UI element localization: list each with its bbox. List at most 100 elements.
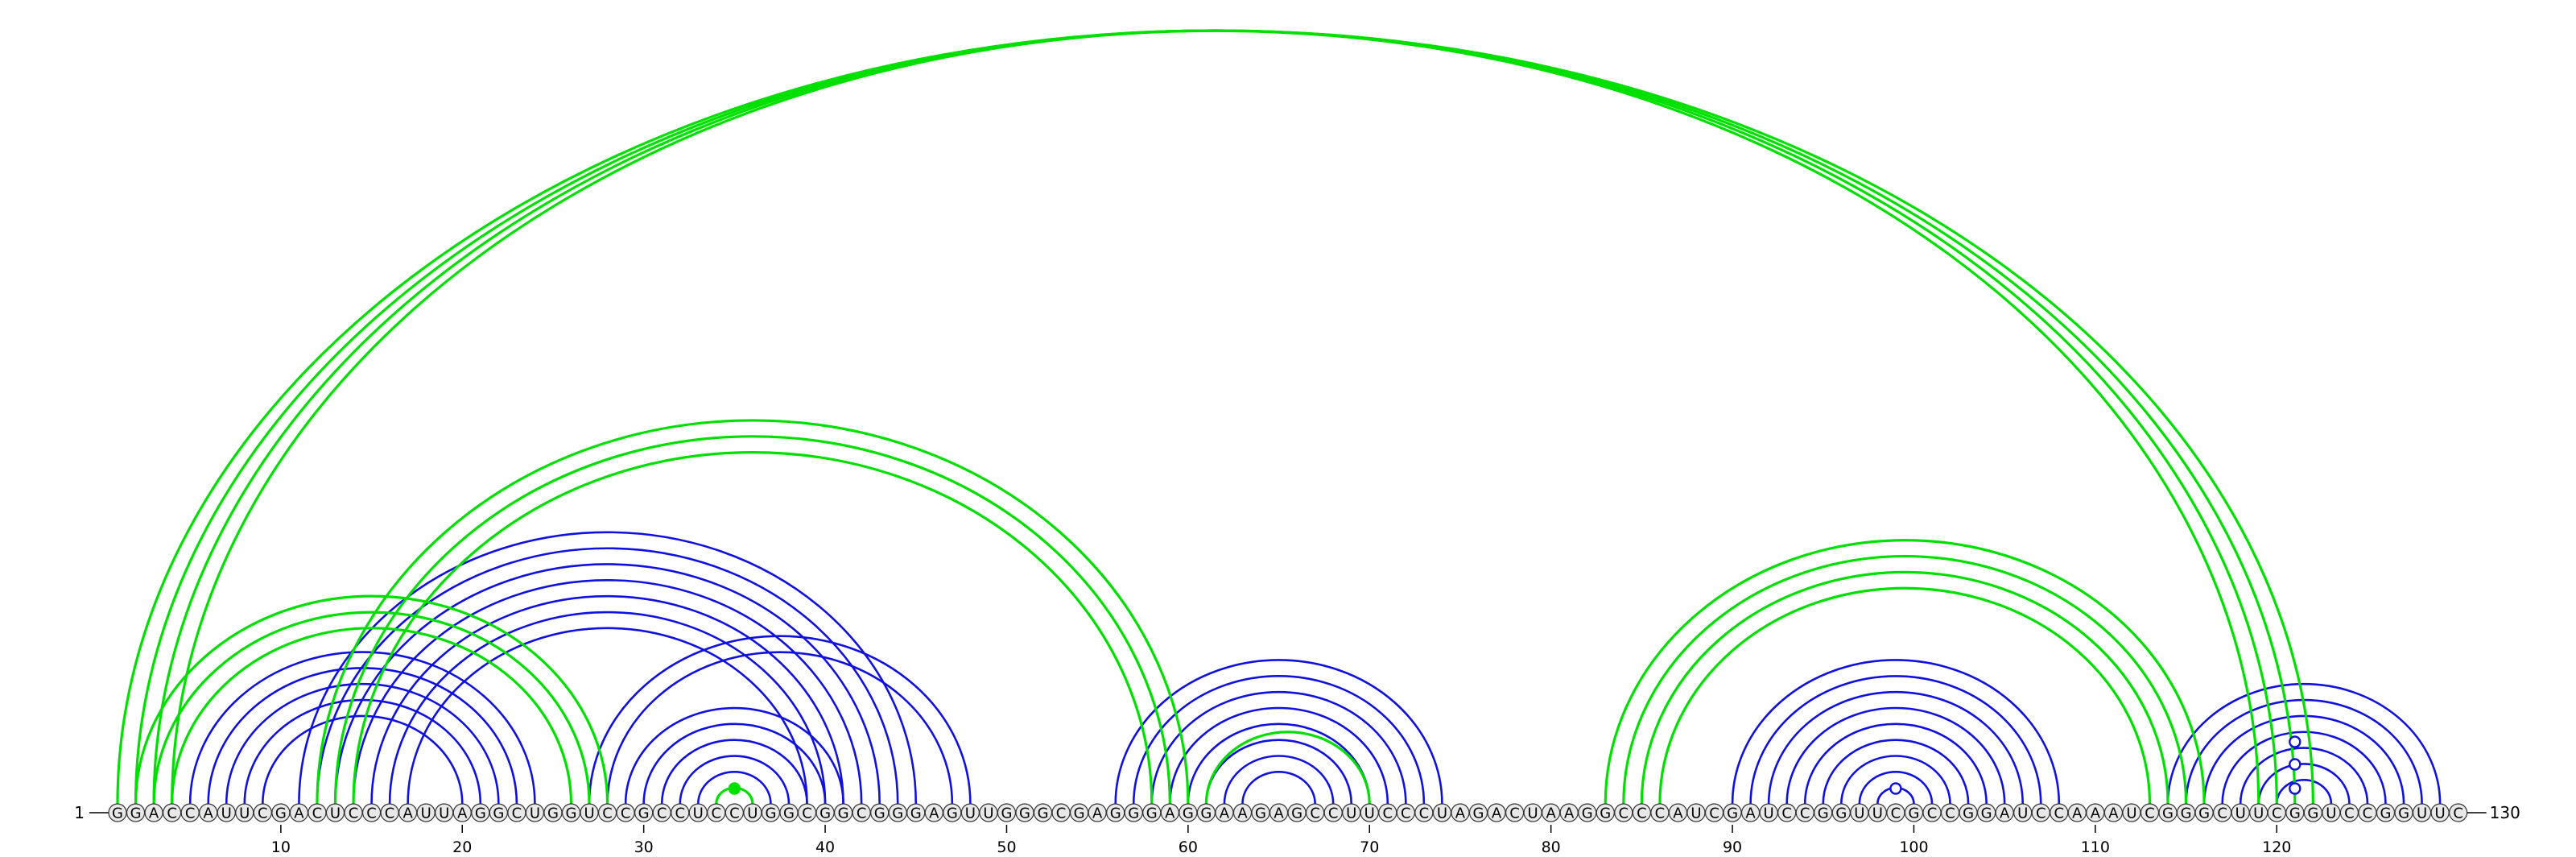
nucleotide: G (888, 803, 907, 822)
nucleotide-letter: C (258, 805, 268, 822)
nucleotide-letter: G (275, 805, 287, 822)
nucleotide-letter: G (493, 805, 504, 822)
nucleotide: C (1505, 803, 1525, 822)
nucleotide-letter: G (910, 805, 922, 822)
tick-label: 50 (997, 838, 1016, 856)
nucleotide: A (1088, 803, 1107, 822)
base-pair-arc-blue (1785, 706, 2006, 805)
base-pair-arc-blue (2239, 747, 2369, 805)
nucleotide: U (1868, 803, 1887, 822)
nucleotide: A (1487, 803, 1506, 822)
nucleotide: A (289, 803, 308, 822)
nucleotide: A (1559, 803, 1579, 822)
nucleotide: U (1523, 803, 1542, 822)
nucleotide-letter: A (2108, 805, 2119, 822)
nucleotide-letter: G (2289, 805, 2301, 822)
nucleotide: G (1723, 803, 1742, 822)
nucleotide: C (1704, 803, 1724, 822)
nucleotide: C (1940, 803, 1960, 822)
nucleotide-letter: G (2398, 805, 2409, 822)
nucleotide-letter: G (1908, 805, 1919, 822)
arc-layer (116, 29, 2442, 805)
nucleotide-letter: C (2272, 805, 2282, 822)
base-pair-arc-blue (370, 594, 844, 805)
nucleotide-letter: C (1781, 805, 1792, 822)
base-pair-arc-blue (1187, 722, 1371, 805)
nucleotide: C (797, 803, 817, 822)
nucleotide-letter: C (167, 805, 177, 822)
nucleotide-letter: C (1800, 805, 1810, 822)
nucleotide: U (217, 803, 236, 822)
nucleotide-letter: C (2036, 805, 2046, 822)
nucleotide: C (1650, 803, 1670, 822)
nucleotide-letter: U (2435, 805, 2446, 822)
nucleotide-letter: G (947, 805, 958, 822)
open-marker (2289, 782, 2301, 795)
base-pair-arc-blue (2202, 714, 2405, 805)
base-pair-arc-blue (1767, 690, 2024, 805)
base-pair-arc-blue (1114, 659, 1443, 805)
tick-label: 40 (815, 838, 835, 856)
nucleotide-letter: A (1564, 805, 1575, 822)
nucleotide-letter: G (783, 805, 795, 822)
nucleotide: G (906, 803, 926, 822)
nucleotide-letter: U (1872, 805, 1883, 822)
nucleotide: G (815, 803, 835, 822)
nucleotide: C (597, 803, 617, 822)
nucleotide-letter: C (602, 805, 613, 822)
nucleotide-letter: A (204, 805, 214, 822)
nucleotide: C (361, 803, 382, 822)
nucleotide: G (779, 803, 799, 822)
nucleotide: U (688, 803, 708, 822)
nucleotide: C (1886, 803, 1905, 822)
nucleotide: A (199, 803, 218, 822)
nucleotide-letter: C (621, 805, 631, 822)
nucleotide: C (2267, 803, 2286, 822)
nucleotide-letter: C (2453, 805, 2463, 822)
tick-label: 10 (271, 838, 291, 856)
base-pair-arc-blue (334, 563, 881, 805)
nucleotide-letter: C (2054, 805, 2064, 822)
base-pair-arc-blue (407, 627, 808, 805)
nucleotide-letter: U (239, 805, 250, 822)
nucleotide-letter: C (1637, 805, 1647, 822)
nucleotide: C (2358, 803, 2377, 822)
nucleotide-letter: A (2000, 805, 2010, 822)
nucleotide: U (2430, 803, 2450, 822)
nucleotide: A (2103, 803, 2123, 822)
nucleotide: G (271, 803, 291, 822)
nucleotide-letter: U (439, 805, 449, 822)
tick-label: 80 (1542, 838, 1561, 856)
nucleotide-letter: G (2162, 805, 2174, 822)
nucleotide: U (1342, 803, 1361, 822)
nucleotide-letter: C (1310, 805, 1320, 822)
nucleotide-letter: G (1001, 805, 1012, 822)
nucleotide: U (435, 803, 454, 822)
nucleotide-letter: U (693, 805, 704, 822)
nucleotide-letter: C (1619, 805, 1629, 822)
nucleotide: U (743, 803, 762, 822)
nucleotide: C (344, 803, 363, 822)
nucleotide: G (1251, 803, 1270, 822)
nucleotide-letter: C (1709, 805, 1719, 822)
nucleotide: G (126, 803, 146, 822)
nucleotide-letter: C (349, 805, 359, 822)
base-pair-arc-blue (225, 682, 500, 805)
nucleotide-letter: A (294, 805, 304, 822)
base-pair-arc-green (352, 451, 1154, 805)
nucleotide: G (997, 803, 1017, 822)
base-pair-arc-blue (660, 739, 808, 805)
nucleotide: G (1033, 803, 1053, 822)
tick-label: 30 (634, 838, 654, 856)
nucleotide: G (1124, 803, 1143, 822)
nucleotide: G (634, 803, 654, 822)
nucleotide-letter: G (2307, 805, 2318, 822)
nucleotide-letter: U (1364, 805, 1375, 822)
base-pair-arc-blue (262, 714, 464, 805)
nucleotide: A (1269, 803, 1289, 822)
nucleotide: A (1160, 803, 1179, 822)
base-pair-arc-blue (1731, 659, 2061, 805)
nucleotide-letter: U (2253, 805, 2264, 822)
nucleotide-letter: C (1419, 805, 1430, 822)
nucleotide-letter: G (1038, 805, 1049, 822)
